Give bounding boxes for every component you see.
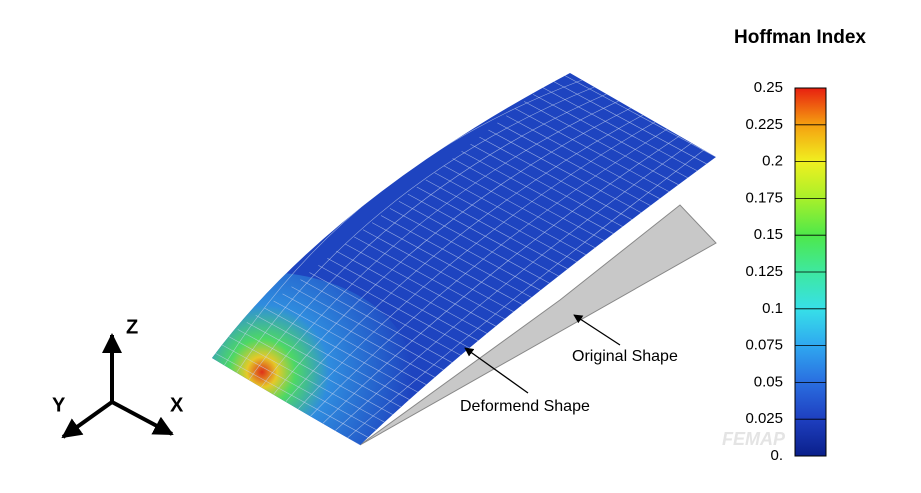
triad [61,333,174,439]
mesh-line [559,73,716,158]
mesh-line [389,208,548,295]
axis-label: Z [126,316,138,338]
mesh-line [354,236,512,323]
colorbar-tick-label: 0.175 [745,189,783,206]
colorbar-tick-label: 0.2 [762,153,783,170]
mesh-line [318,265,476,352]
mesh-line [470,143,628,230]
mesh-line [300,279,459,367]
axis-label: X [170,394,184,416]
mesh-line [362,229,521,316]
mesh-line [309,272,467,359]
colorbar-tick-label: 0.025 [745,410,783,427]
mesh-line [237,329,396,417]
mesh-line [425,179,583,266]
mesh-line [533,94,690,179]
mesh-line [212,350,370,439]
axis-label: Y [52,394,66,416]
mesh [212,73,716,445]
mesh-line [506,115,663,201]
mesh-line [261,100,619,388]
mesh-line [248,93,607,380]
mesh-line [371,222,530,309]
colorbar-tick-label: 0.15 [754,226,783,243]
mesh-line [515,108,672,194]
mesh-line [264,307,423,395]
colorbar-tick-label: 0.05 [754,373,783,390]
original-shape [359,204,717,446]
mesh-line [479,136,637,223]
mesh-line [282,293,441,381]
mesh-line [285,114,644,402]
pointers [464,314,621,394]
mesh-line [228,336,387,424]
mesh-line [327,257,485,345]
mesh-line [488,129,645,215]
mesh-line [416,186,574,273]
mesh-line [291,286,450,374]
mesh-line [541,86,699,172]
mesh-line [443,165,601,251]
mesh-line [380,215,539,302]
colorbar-tick-label: 0.125 [745,263,783,280]
colorbar-tick-label: 0.1 [762,300,783,317]
mesh-line [236,86,595,373]
mesh-line [335,142,692,431]
annotation: Original Shape [572,348,678,365]
colorbar-title: Hoffman Index [734,27,866,48]
mesh-line [347,149,705,438]
mesh-line [452,158,610,244]
colorbar-tick-label: 0.075 [745,337,783,354]
mesh-line [398,200,556,287]
colorbar-tick-label: 0.25 [754,79,783,96]
mesh-line [322,135,680,424]
watermark: FEMAP [722,429,786,449]
mesh-line [310,128,668,417]
mesh-line [273,107,631,395]
mesh-line [497,122,654,208]
mesh-line [255,314,414,403]
mesh-line [461,151,619,237]
mesh-line [246,322,405,410]
mesh-line [298,121,656,409]
colorbar-tick-label: 0. [770,447,783,464]
mesh-line [407,193,565,280]
mesh-line [524,101,681,187]
colorbar-tick-label: 0.225 [745,116,783,133]
annotation: Deformend Shape [460,398,590,415]
